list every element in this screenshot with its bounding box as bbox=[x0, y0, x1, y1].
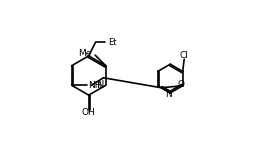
Text: Me: Me bbox=[78, 49, 91, 58]
Text: Cl: Cl bbox=[180, 51, 189, 60]
Text: NH: NH bbox=[88, 81, 102, 90]
Text: N: N bbox=[165, 90, 172, 99]
Text: N: N bbox=[97, 80, 104, 90]
Text: OH: OH bbox=[82, 108, 96, 117]
Text: Et: Et bbox=[108, 38, 117, 47]
Text: O: O bbox=[177, 80, 184, 89]
